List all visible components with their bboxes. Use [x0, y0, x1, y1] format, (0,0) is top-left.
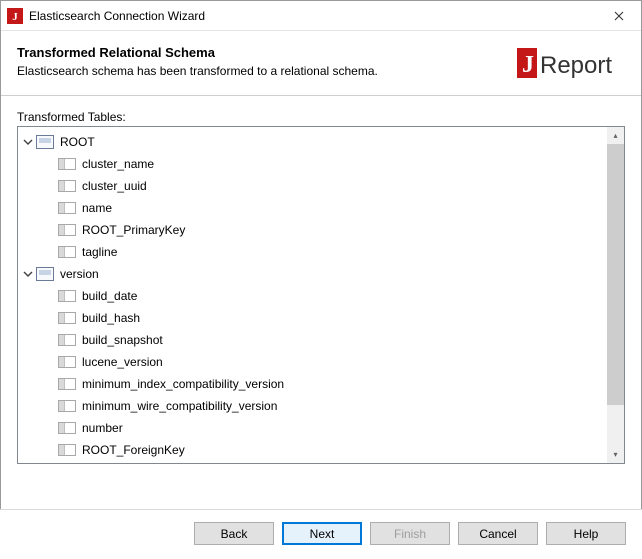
tree-item-label: cluster_uuid	[82, 175, 147, 197]
help-button[interactable]: Help	[546, 522, 626, 545]
column-icon	[58, 444, 76, 456]
column-icon	[58, 312, 76, 324]
column-icon	[58, 422, 76, 434]
svg-text:J: J	[522, 52, 534, 78]
content-area: Transformed Tables: ROOTcluster_nameclus…	[1, 96, 641, 470]
tree-item[interactable]: number	[22, 417, 607, 439]
table-icon	[36, 135, 54, 149]
section-label: Transformed Tables:	[17, 110, 625, 124]
tree-item-label: build_snapshot	[82, 329, 163, 351]
tree-item-label: build_hash	[82, 307, 140, 329]
column-icon	[58, 400, 76, 412]
tree-item[interactable]: version	[22, 263, 607, 285]
collapse-toggle-icon[interactable]	[22, 136, 34, 148]
finish-button[interactable]: Finish	[370, 522, 450, 545]
column-icon	[58, 334, 76, 346]
tree-item[interactable]: ROOT_ForeignKey	[22, 439, 607, 461]
tree-item[interactable]: tagline	[22, 241, 607, 263]
tree-item[interactable]: cluster_name	[22, 153, 607, 175]
tree-item[interactable]: lucene_version	[22, 351, 607, 373]
tree-item[interactable]: build_date	[22, 285, 607, 307]
column-icon	[58, 290, 76, 302]
column-icon	[58, 378, 76, 390]
tree-item[interactable]: build_snapshot	[22, 329, 607, 351]
window-title: Elasticsearch Connection Wizard	[29, 9, 596, 23]
tree-item-label: ROOT_ForeignKey	[82, 439, 185, 461]
page-title: Transformed Relational Schema	[17, 45, 515, 60]
tree-viewport: ROOTcluster_namecluster_uuidnameROOT_Pri…	[18, 127, 607, 463]
scroll-thumb[interactable]	[607, 144, 624, 405]
tree-item-label: tagline	[82, 241, 117, 263]
tree-item-label: ROOT_PrimaryKey	[82, 219, 185, 241]
tree-item[interactable]: name	[22, 197, 607, 219]
scroll-track-spacer	[607, 405, 624, 446]
svg-text:Report: Report	[540, 52, 612, 79]
brand-logo: J Report	[515, 45, 625, 81]
tree-item[interactable]: ROOT	[22, 131, 607, 153]
button-bar: Back Next Finish Cancel Help	[0, 510, 642, 559]
table-icon	[36, 267, 54, 281]
column-icon	[58, 246, 76, 258]
scroll-up-arrow[interactable]: ▴	[607, 127, 624, 144]
tree-item-label: cluster_name	[82, 153, 154, 175]
close-button[interactable]	[596, 1, 641, 31]
tree-item[interactable]: minimum_index_compatibility_version	[22, 373, 607, 395]
next-button[interactable]: Next	[282, 522, 362, 545]
column-icon	[58, 356, 76, 368]
column-icon	[58, 224, 76, 236]
tree-item-label: ROOT	[60, 131, 95, 153]
title-bar: J Elasticsearch Connection Wizard	[1, 1, 641, 31]
tree-item-label: minimum_index_compatibility_version	[82, 373, 284, 395]
scrollbar[interactable]: ▴ ▾	[607, 127, 624, 463]
tree-item[interactable]: ROOT_PrimaryKey	[22, 219, 607, 241]
tree-item-label: name	[82, 197, 112, 219]
column-icon	[58, 202, 76, 214]
wizard-header: Transformed Relational Schema Elasticsea…	[1, 31, 641, 91]
collapse-toggle-icon[interactable]	[22, 268, 34, 280]
tree-item[interactable]: build_hash	[22, 307, 607, 329]
tree-item-label: minimum_wire_compatibility_version	[82, 395, 277, 417]
column-icon	[58, 180, 76, 192]
tree-item-label: number	[82, 417, 123, 439]
tree-item[interactable]: cluster_uuid	[22, 175, 607, 197]
svg-text:J: J	[12, 11, 18, 23]
tree-item-label: lucene_version	[82, 351, 163, 373]
tree-item[interactable]: minimum_wire_compatibility_version	[22, 395, 607, 417]
tree-view[interactable]: ROOTcluster_namecluster_uuidnameROOT_Pri…	[17, 126, 625, 464]
back-button[interactable]: Back	[194, 522, 274, 545]
cancel-button[interactable]: Cancel	[458, 522, 538, 545]
tree-item-label: build_date	[82, 285, 137, 307]
scroll-down-arrow[interactable]: ▾	[607, 446, 624, 463]
page-subtitle: Elasticsearch schema has been transforme…	[17, 64, 515, 78]
app-icon: J	[7, 8, 23, 24]
tree-item-label: version	[60, 263, 99, 285]
column-icon	[58, 158, 76, 170]
